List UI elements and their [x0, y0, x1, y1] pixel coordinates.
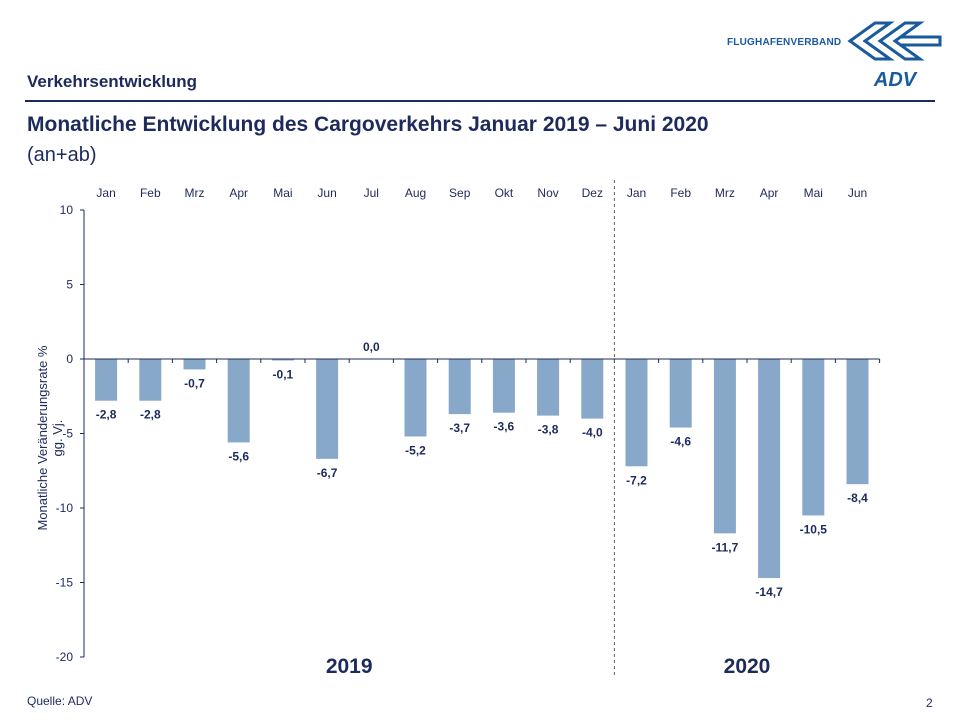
y-tick-label: 0 [66, 352, 73, 366]
bar [537, 359, 560, 416]
x-tick-label: Apr [760, 186, 779, 200]
bar [227, 359, 250, 443]
source-note: Quelle: ADV [27, 694, 93, 708]
data-label: -3,6 [494, 420, 515, 434]
data-label: -5,2 [405, 443, 426, 457]
x-tick-label: Nov [537, 186, 558, 200]
page-subtitle: (an+ab) [27, 144, 97, 166]
data-label: -4,0 [582, 426, 603, 440]
bar [625, 359, 648, 467]
x-tick-label: Feb [140, 186, 161, 200]
data-label: -7,2 [626, 473, 647, 487]
data-label: -3,7 [449, 421, 470, 435]
bar [316, 359, 339, 459]
data-label: 0,0 [363, 340, 380, 354]
x-tick-label: Jun [848, 186, 867, 200]
x-tick-label: Mai [273, 186, 292, 200]
bar [669, 359, 692, 428]
data-label: -5,6 [228, 449, 249, 463]
x-tick-label: Mai [804, 186, 823, 200]
data-label: -3,8 [538, 423, 559, 437]
bar [271, 359, 294, 361]
data-label: -10,5 [800, 522, 828, 536]
data-label: -2,8 [140, 408, 161, 422]
data-label: -14,7 [755, 585, 783, 599]
y-tick-label: 10 [60, 203, 74, 217]
x-tick-label: Feb [670, 186, 691, 200]
x-tick-label: Dez [582, 186, 603, 200]
data-label: -0,7 [184, 376, 205, 390]
bar [448, 359, 471, 415]
y-tick-label: 5 [66, 278, 73, 292]
bar [581, 359, 604, 419]
bar [492, 359, 515, 413]
data-label: -6,7 [317, 466, 338, 480]
year-label: 2019 [326, 655, 373, 678]
x-tick-label: Jan [96, 186, 115, 200]
data-label: -2,8 [96, 408, 117, 422]
logo-text: FLUGHAFENVERBAND [727, 37, 842, 48]
bar [758, 359, 781, 579]
x-tick-label: Apr [229, 186, 248, 200]
y-tick-label: -10 [56, 501, 74, 515]
x-tick-label: Mrz [185, 186, 205, 200]
x-tick-label: Okt [495, 186, 514, 200]
x-tick-label: Jun [317, 186, 336, 200]
bar [802, 359, 825, 516]
page-title: Monatliche Entwicklung des Cargoverkehrs… [27, 113, 709, 136]
y-tick-label: -20 [56, 650, 74, 664]
bar [846, 359, 869, 485]
logo-mark: ADV [873, 69, 918, 90]
page-number: 2 [926, 696, 933, 710]
x-tick-label: Aug [405, 186, 426, 200]
y-tick-label: -15 [56, 576, 74, 590]
bar [139, 359, 162, 401]
bar [95, 359, 118, 401]
bar [183, 359, 206, 370]
header-divider [25, 100, 935, 102]
data-label: -4,6 [670, 435, 691, 449]
year-label: 2020 [724, 655, 771, 678]
x-tick-label: Jul [364, 186, 379, 200]
x-tick-label: Mrz [715, 186, 735, 200]
x-tick-label: Sep [449, 186, 471, 200]
data-label: -0,1 [273, 367, 294, 381]
section-title: Verkehrsentwicklung [27, 72, 198, 91]
bar [713, 359, 736, 534]
data-label: -8,4 [847, 491, 868, 505]
x-tick-label: Jan [627, 186, 646, 200]
y-tick-label: -5 [62, 427, 73, 441]
data-label: -11,7 [712, 540, 739, 554]
adv-logo: ADV [847, 21, 942, 90]
bar [404, 359, 427, 437]
